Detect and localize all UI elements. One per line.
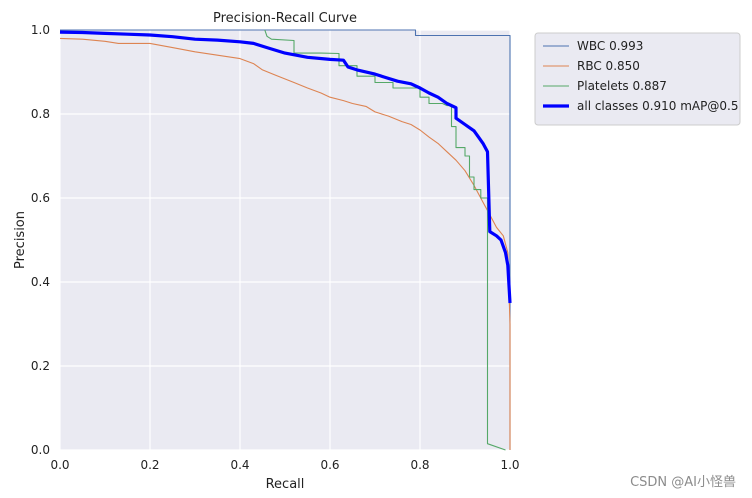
series-line-3 [59, 30, 512, 304]
tick-labels: 0.0 0.2 0.4 0.6 0.8 1.0 0.0 0.2 0.4 0.6 0.8 1.0 [31, 23, 520, 472]
y-tick-label: 0.8 [31, 107, 50, 121]
watermark-text: CSDN @AI小怪兽 [630, 475, 736, 490]
y-tick-label: 0.4 [31, 275, 50, 289]
series-line-0 [60, 29, 511, 450]
legend-label: Platelets 0.887 [577, 79, 667, 93]
legend-label: WBC 0.993 [577, 39, 643, 53]
x-tick-label: 0.0 [50, 458, 69, 472]
x-tick-label: 0.2 [140, 458, 159, 472]
y-tick-label: 1.0 [31, 23, 50, 37]
x-axis-label: Recall [266, 477, 305, 492]
y-tick-label: 0.2 [31, 359, 50, 373]
legend-box [534, 32, 741, 126]
x-tick-label: 0.8 [410, 458, 429, 472]
series-line-1 [59, 37, 511, 450]
x-tick-label: 1.0 [500, 458, 519, 472]
y-tick-label: 0.0 [31, 443, 50, 457]
series-lines [59, 29, 512, 451]
chart-title: Precision-Recall Curve [213, 11, 357, 26]
plot-area [60, 30, 510, 450]
x-tick-label: 0.6 [320, 458, 339, 472]
x-tick-label: 0.4 [230, 458, 249, 472]
legend-label: RBC 0.850 [577, 59, 640, 73]
y-axis-label: Precision [13, 211, 28, 269]
legend-label: all classes 0.910 mAP@0.5 [577, 99, 738, 113]
y-tick-label: 0.6 [31, 191, 50, 205]
series-line-2 [264, 29, 506, 451]
legend: WBC 0.993 RBC 0.850 Platelets 0.887 all cla… [534, 32, 741, 126]
